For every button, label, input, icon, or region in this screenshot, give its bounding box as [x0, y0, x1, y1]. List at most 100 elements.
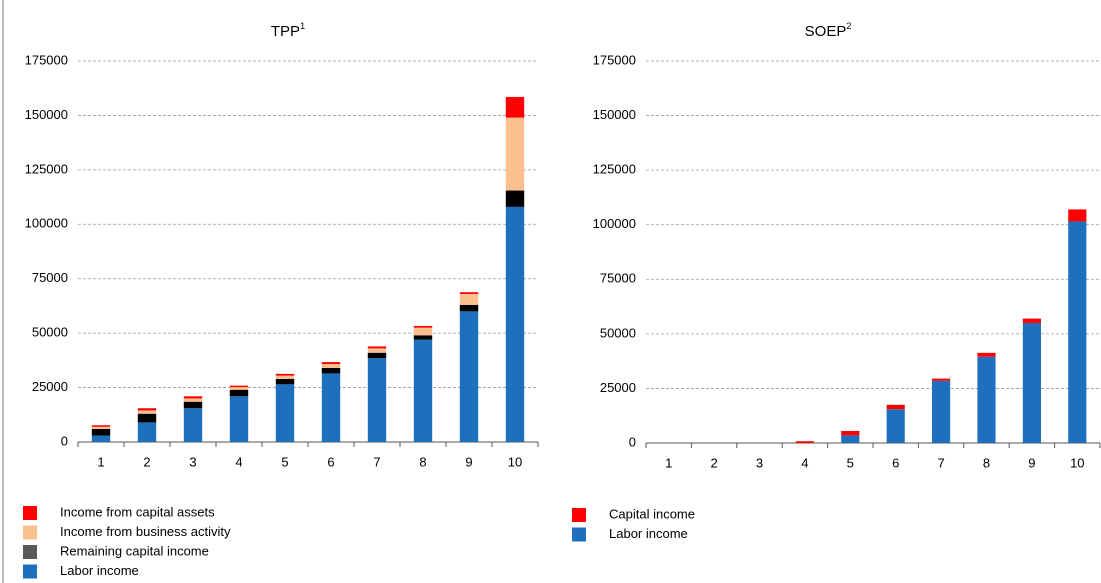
- x-tick-label: 1: [97, 454, 104, 469]
- legend-swatch: [23, 564, 37, 579]
- bar-segment: [932, 378, 951, 381]
- bar-segment: [459, 311, 479, 442]
- x-tick-label: 1: [665, 455, 672, 470]
- bar-segment: [367, 348, 387, 353]
- bar-segment: [321, 373, 341, 442]
- bar-segment: [977, 356, 996, 443]
- bar-segment: [505, 190, 525, 207]
- bar-segment: [795, 441, 814, 443]
- bar-segment: [505, 206, 525, 442]
- y-tick-label: 150000: [593, 107, 636, 122]
- legend-swatch: [23, 525, 37, 540]
- legend-label: Labor income: [60, 563, 139, 578]
- bar-segment: [275, 375, 295, 379]
- bar-segment: [413, 327, 433, 336]
- bar-segment: [932, 380, 951, 443]
- bar-segment: [275, 384, 295, 442]
- x-tick-label: 6: [892, 455, 899, 470]
- bar-segment: [137, 408, 157, 411]
- y-tick-label: 100000: [25, 216, 68, 231]
- bar-segment: [1068, 209, 1087, 222]
- legend-swatch: [23, 506, 37, 520]
- bar-segment: [183, 401, 203, 409]
- y-tick-label: 175000: [593, 52, 636, 67]
- bar-segment: [91, 428, 111, 436]
- bar-segment: [413, 335, 433, 340]
- bar-segment: [413, 325, 433, 328]
- x-tick-label: 3: [756, 455, 763, 470]
- x-tick-label: 4: [801, 455, 808, 470]
- bar-segment: [367, 352, 387, 359]
- x-tick-label: 9: [1028, 455, 1035, 470]
- bar-segment: [1022, 322, 1041, 443]
- legend-label: Income from capital assets: [60, 504, 215, 519]
- x-tick-label: 2: [710, 455, 717, 470]
- legend-swatch: [572, 527, 586, 542]
- bar-segment: [275, 378, 295, 385]
- y-tick-label: 0: [629, 434, 636, 449]
- y-tick-label: 125000: [593, 162, 636, 177]
- bar-segment: [91, 425, 111, 427]
- bar-segment: [275, 373, 295, 376]
- bar-segment: [137, 413, 157, 423]
- bar-segment: [321, 364, 341, 368]
- bar-segment: [229, 396, 249, 442]
- bar-segment: [321, 362, 341, 365]
- x-tick-label: 3: [189, 454, 196, 469]
- bar-segment: [137, 422, 157, 442]
- bar-segment: [505, 117, 525, 191]
- bar-segment: [1068, 221, 1087, 443]
- chart-title-footnote: 2: [846, 21, 851, 31]
- y-tick-label: 125000: [25, 161, 68, 176]
- bar-segment: [505, 96, 525, 118]
- bar-segment: [91, 426, 111, 429]
- bar-segment: [229, 389, 249, 397]
- x-tick-label: 8: [983, 455, 990, 470]
- bar-segment: [367, 346, 387, 349]
- bar-segment: [321, 367, 341, 374]
- bar-segment: [229, 385, 249, 388]
- y-tick-label: 75000: [32, 270, 68, 285]
- x-tick-label: 8: [419, 454, 426, 469]
- bar-segment: [183, 396, 203, 399]
- x-tick-label: 5: [281, 454, 288, 469]
- chart-title-text: SOEP: [805, 23, 847, 40]
- x-tick-label: 2: [143, 454, 150, 469]
- legend-swatch: [572, 508, 586, 522]
- legend-label: Labor income: [609, 526, 688, 541]
- x-tick-label: 10: [1070, 455, 1084, 470]
- y-tick-label: 175000: [25, 52, 68, 67]
- chart-title: TPP1: [271, 21, 305, 40]
- bar-segment: [183, 398, 203, 402]
- x-tick-label: 7: [937, 455, 944, 470]
- bar-segment: [1022, 318, 1041, 323]
- bar-segment: [459, 293, 479, 305]
- bar-segment: [459, 292, 479, 294]
- legend-swatch: [23, 545, 37, 559]
- bar-segment: [229, 387, 249, 390]
- bar-segment: [137, 410, 157, 414]
- x-tick-label: 10: [508, 454, 522, 469]
- y-tick-label: 25000: [32, 379, 68, 394]
- bar-segment: [183, 408, 203, 442]
- y-tick-label: 25000: [600, 380, 636, 395]
- bar-segment: [841, 435, 860, 443]
- bar-segment: [886, 404, 905, 410]
- y-tick-label: 75000: [600, 271, 636, 286]
- x-tick-label: 7: [373, 454, 380, 469]
- y-tick-label: 150000: [25, 107, 68, 122]
- legend-label: Capital income: [609, 506, 695, 521]
- x-tick-label: 9: [465, 454, 472, 469]
- x-tick-label: 6: [327, 454, 334, 469]
- x-tick-label: 5: [847, 455, 854, 470]
- bar-segment: [91, 435, 111, 442]
- bar-segment: [977, 352, 996, 357]
- x-tick-label: 4: [235, 454, 242, 469]
- legend-label: Income from business activity: [60, 524, 231, 539]
- legend-label: Remaining capital income: [60, 543, 209, 558]
- bar-segment: [367, 358, 387, 442]
- y-tick-label: 0: [61, 433, 68, 448]
- chart-title-footnote: 1: [300, 21, 305, 31]
- y-tick-label: 50000: [600, 325, 636, 340]
